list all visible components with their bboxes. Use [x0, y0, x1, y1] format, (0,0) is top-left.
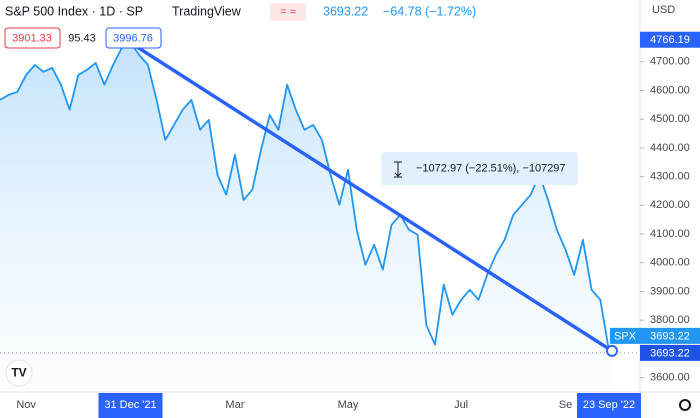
y-tick-label: 4100.00 — [650, 228, 690, 240]
settings-icon[interactable] — [679, 399, 691, 411]
last-price: 3693.22 — [323, 4, 368, 18]
price-marker: SPX — [614, 330, 637, 342]
x-tick-label: Nov — [16, 399, 36, 411]
plot — [0, 40, 640, 392]
price-marker: 3693.22 — [650, 330, 690, 342]
measure-bg — [381, 152, 578, 185]
logo: TV — [5, 359, 33, 387]
x-tick-label: May — [338, 399, 359, 411]
x-label-highlight — [577, 393, 641, 418]
compare-icon: = ≈ — [280, 6, 296, 18]
title: S&P 500 Index · 1D · SP — [5, 4, 143, 18]
measure-label: −1072.97 (−22.51%), −107297 — [416, 162, 566, 174]
y-tick-label: 4200.00 — [650, 199, 690, 211]
logo-bg — [5, 359, 33, 387]
x-tick-label: Se — [559, 399, 572, 411]
x-label-highlight — [98, 393, 163, 418]
y-tick-label: 4500.00 — [650, 113, 690, 125]
x-tick-label: 31 Dec '21 — [104, 399, 156, 411]
area — [0, 42, 609, 392]
price-marker-box — [610, 327, 640, 344]
settings[interactable] — [679, 399, 691, 411]
currency: USD — [652, 4, 675, 16]
x-tick-label: Jul — [454, 399, 468, 411]
compare-button[interactable] — [270, 3, 306, 21]
change: −64.78 (−1.72%) — [383, 4, 476, 18]
bid-box — [4, 27, 61, 49]
price-line — [0, 41, 610, 352]
y-tick-label: 3800.00 — [650, 314, 690, 326]
trend-end — [606, 344, 618, 357]
header: S&P 500 Index · 1D · SP TradingView = ≈ … — [4, 3, 476, 49]
x-tick-label: Mar — [225, 399, 244, 411]
ask-box — [105, 27, 162, 49]
y-tick-label: 4700.00 — [650, 56, 690, 68]
y-tick-label: 4600.00 — [650, 84, 690, 96]
measure-box: −1072.97 (−22.51%), −107297 — [381, 152, 578, 185]
y-tick-label: 3900.00 — [650, 285, 690, 297]
y-tick-label: 4000.00 — [650, 257, 690, 269]
price-marker: 4766.19 — [650, 34, 690, 46]
ask: 3996.76 — [113, 32, 153, 44]
trend-line — [128, 40, 614, 353]
price-marker-box — [640, 327, 700, 344]
spread: 95.43 — [68, 32, 96, 44]
price-marker: 3693.22 — [650, 347, 690, 359]
price-marker-box — [640, 31, 700, 48]
y-tick-label: 4400.00 — [650, 142, 690, 154]
x-tick-label: 23 Sep '22 — [583, 399, 635, 411]
y-tick-label: 4300.00 — [650, 171, 690, 183]
measure-icon — [394, 161, 402, 178]
y-tick-label: 3600.00 — [650, 372, 690, 384]
bid: 3901.33 — [12, 32, 52, 44]
price-marker-box — [640, 344, 700, 361]
source: TradingView — [172, 4, 242, 18]
logo-mark: TV — [11, 366, 26, 380]
